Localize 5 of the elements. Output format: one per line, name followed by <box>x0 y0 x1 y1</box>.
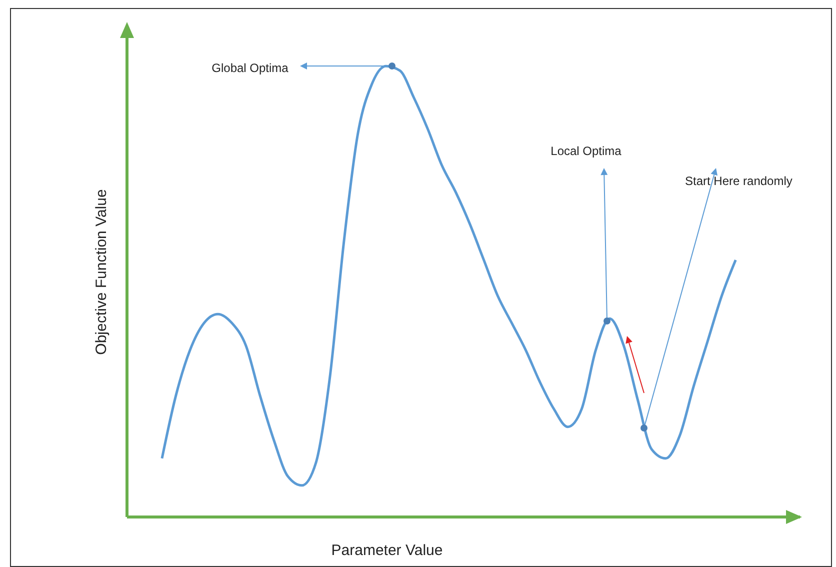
annotation: Local Optima <box>550 144 622 158</box>
x-axis-title: Parameter Value <box>331 542 443 559</box>
annotation: Start Here randomly <box>685 174 792 188</box>
y-axis-title: Objective Function Value <box>93 189 110 355</box>
annotation: Global Optima <box>212 61 289 75</box>
